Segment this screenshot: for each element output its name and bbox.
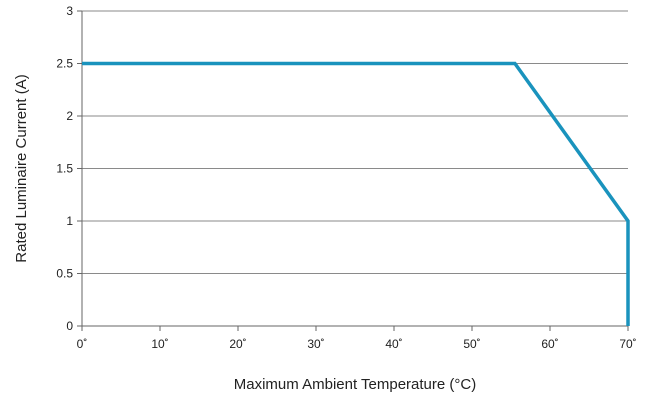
x-tick-labels: 0˚ 10˚ 20˚ 30˚ 40˚ 50˚ 60˚ 70˚: [77, 337, 637, 351]
axes: [77, 10, 629, 331]
y-tick-label: 0.5: [56, 267, 73, 281]
y-tick-label: 3: [66, 4, 73, 18]
y-axis-title: Rated Luminaire Current (A): [13, 74, 30, 262]
x-tick-label: 50˚: [463, 337, 480, 351]
series-layer: [82, 61, 630, 326]
y-tick-label: 1: [66, 214, 73, 228]
x-tick-label: 60˚: [541, 337, 558, 351]
x-tick-label: 70˚: [619, 337, 636, 351]
series-line-0: [82, 61, 630, 326]
y-tick-labels: 0 0.5 1 1.5 2 2.5 3: [56, 4, 73, 333]
y-tick-label: 2: [66, 109, 73, 123]
x-tick-label: 30˚: [307, 337, 324, 351]
y-tick-label: 2.5: [56, 57, 73, 71]
x-tick-label: 40˚: [385, 337, 402, 351]
gridlines: [82, 10, 628, 274]
x-axis-title: Maximum Ambient Temperature (°C): [234, 376, 476, 393]
x-tick-label: 20˚: [229, 337, 246, 351]
x-tick-label: 0˚: [77, 337, 88, 351]
y-tick-label: 1.5: [56, 162, 73, 176]
y-tick-label: 0: [66, 319, 73, 333]
x-tick-label: 10˚: [151, 337, 168, 351]
